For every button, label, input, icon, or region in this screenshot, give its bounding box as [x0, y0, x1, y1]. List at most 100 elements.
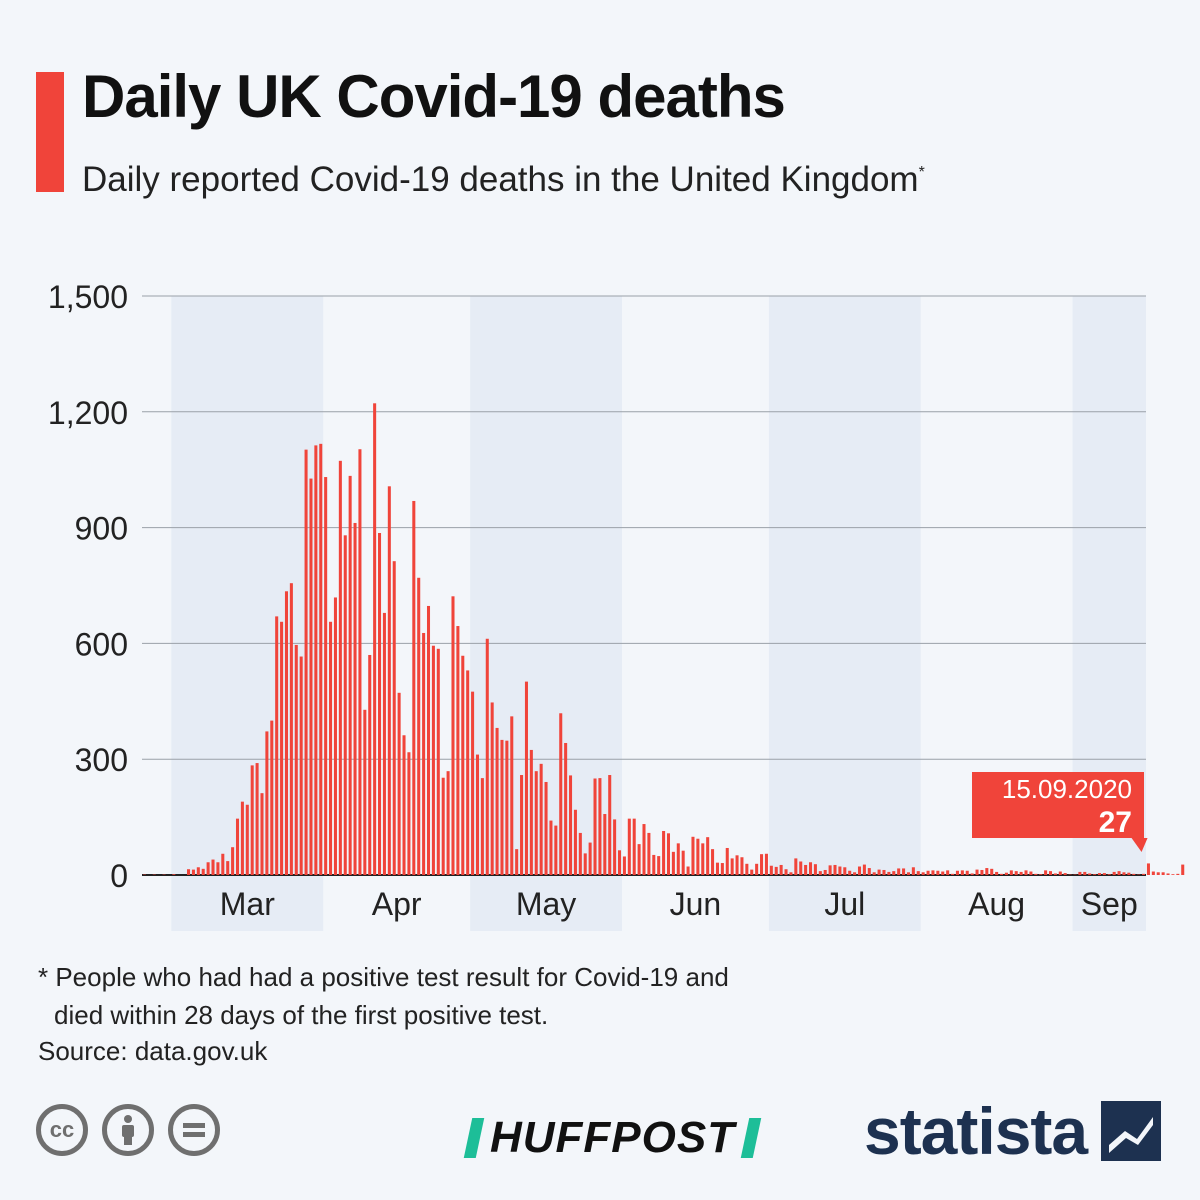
- y-tick-label: 0: [110, 858, 128, 894]
- bar: [348, 475, 352, 875]
- bar: [808, 862, 813, 875]
- bar: [505, 740, 509, 875]
- source-text: Source: data.gov.uk: [38, 1036, 268, 1066]
- bar: [201, 868, 205, 875]
- bar: [711, 849, 715, 875]
- bar: [764, 853, 768, 875]
- bar: [1166, 873, 1170, 875]
- nd-equals-icon[interactable]: [168, 1104, 220, 1156]
- bar: [1058, 871, 1062, 875]
- bar: [691, 836, 695, 875]
- bar: [446, 771, 450, 875]
- bar: [510, 716, 514, 875]
- bar: [284, 591, 288, 875]
- bar: [1161, 872, 1165, 875]
- bar: [544, 781, 548, 875]
- bar: [696, 838, 700, 875]
- bar: [617, 850, 622, 875]
- bar: [1014, 871, 1018, 875]
- bar: [955, 870, 959, 875]
- bar: [769, 865, 773, 875]
- bar: [314, 445, 318, 875]
- bar: [378, 533, 382, 875]
- bar: [299, 656, 303, 875]
- bar: [187, 869, 191, 875]
- y-tick-label: 1,500: [48, 279, 128, 315]
- bar: [1112, 871, 1116, 875]
- bar: [857, 866, 862, 875]
- bar: [569, 775, 573, 875]
- bar: [1053, 873, 1057, 875]
- bar: [632, 818, 636, 875]
- huffpost-logo[interactable]: HUFFPOST: [463, 1116, 762, 1160]
- bar: [662, 830, 666, 875]
- cc-icon[interactable]: cc: [36, 1104, 88, 1156]
- bar: [887, 871, 891, 875]
- bar: [862, 864, 866, 875]
- bar: [779, 864, 783, 875]
- bar: [250, 765, 254, 875]
- bar: [598, 778, 602, 875]
- bar: [725, 847, 729, 875]
- bar: [588, 842, 592, 875]
- bar: [642, 824, 646, 875]
- bar: [833, 864, 837, 875]
- license-icons: cc: [36, 1104, 220, 1156]
- footnote: * People who had had a positive test res…: [38, 958, 729, 1034]
- bar: [740, 857, 744, 875]
- bar: [657, 856, 661, 875]
- bar: [573, 809, 577, 875]
- bar: [564, 742, 568, 875]
- bar: [926, 870, 930, 875]
- bar: [392, 561, 396, 875]
- bar: [818, 871, 822, 875]
- bar: [490, 702, 494, 875]
- bar: [701, 843, 705, 875]
- bar: [461, 655, 465, 875]
- bar: [426, 605, 431, 875]
- bar: [1122, 872, 1126, 875]
- bar: [583, 853, 587, 875]
- equals-glyph: [183, 1123, 205, 1137]
- bar: [1063, 873, 1067, 875]
- statista-logo[interactable]: statista: [864, 1094, 1162, 1168]
- x-month-label: Aug: [968, 886, 1025, 922]
- bar: [358, 449, 362, 875]
- bar: [524, 681, 528, 875]
- bar: [265, 731, 269, 875]
- bar: [275, 616, 279, 875]
- bar: [916, 871, 920, 875]
- bar: [882, 869, 886, 875]
- bar: [941, 871, 945, 875]
- bar: [843, 867, 847, 875]
- bar: [637, 844, 641, 875]
- bar: [1029, 871, 1033, 875]
- bar: [221, 853, 225, 875]
- bar: [1019, 871, 1023, 875]
- bar: [480, 778, 484, 875]
- bar: [1044, 870, 1048, 875]
- bar: [1097, 873, 1101, 875]
- bar: [892, 871, 896, 875]
- bar: [613, 819, 617, 875]
- statista-wordmark: statista: [864, 1094, 1088, 1168]
- bar: [666, 833, 671, 875]
- bar: [1171, 874, 1175, 875]
- subtitle-asterisk: *: [918, 164, 925, 181]
- bar: [593, 778, 597, 875]
- bar: [911, 867, 915, 875]
- bar: [549, 820, 553, 875]
- bar: [1151, 871, 1155, 875]
- bar: [559, 713, 563, 875]
- bar: [1102, 873, 1106, 875]
- bar: [260, 793, 264, 875]
- bar: [1176, 873, 1180, 875]
- bar: [363, 709, 367, 875]
- chart-subtitle: Daily reported Covid-19 deaths in the Un…: [82, 160, 925, 200]
- bar: [735, 855, 739, 875]
- by-person-icon[interactable]: [102, 1104, 154, 1156]
- bar: [373, 403, 377, 875]
- bar: [402, 735, 406, 875]
- bar: [407, 752, 411, 875]
- bar: [897, 868, 901, 875]
